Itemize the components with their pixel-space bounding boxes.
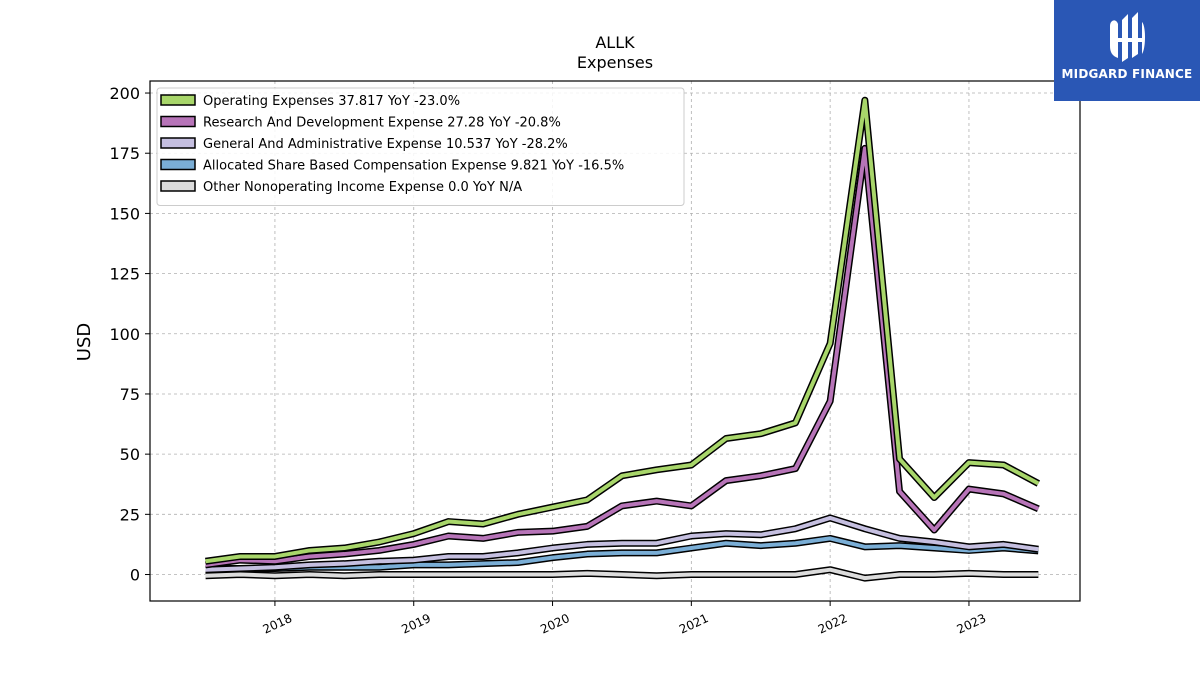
- y-tick-label: 175: [109, 144, 140, 163]
- legend-swatch: [160, 94, 196, 106]
- series-line: [205, 146, 1040, 567]
- series-line: [205, 567, 1039, 581]
- x-tick-label: 2021: [677, 611, 711, 637]
- y-tick-label: 125: [109, 265, 140, 284]
- series-line: [205, 515, 1039, 572]
- legend-entry: Operating Expenses 37.817 YoY -23.0%: [203, 94, 460, 109]
- x-tick-label: 2023: [955, 611, 989, 637]
- y-tick-label: 150: [109, 204, 140, 223]
- logo-mark-icon: [1110, 12, 1145, 62]
- legend-swatch: [160, 137, 196, 149]
- axes: 0 25 50 75 100 125 150 175 200 2018 2019 2020 2021 20…: [109, 80, 1081, 637]
- y-tick-label: 25: [120, 505, 140, 524]
- series-outline: [205, 144, 1040, 569]
- series-line: [205, 536, 1039, 571]
- series-layer: [205, 96, 1041, 582]
- series-line: [205, 98, 1040, 564]
- y-tick-label: 0: [130, 566, 140, 585]
- x-tick-label: 2019: [399, 611, 433, 637]
- y-tick-label: 50: [120, 445, 140, 464]
- legend-entry: Research And Development Expense 27.28 Y…: [203, 116, 561, 131]
- legend-entry: Allocated Share Based Compensation Expen…: [203, 159, 624, 174]
- midgard-finance-logo: MIDGARD FINANCE: [1054, 0, 1200, 101]
- legend-box: [156, 87, 685, 206]
- x-tick-label: 2020: [538, 611, 572, 637]
- y-axis-label: USD: [74, 323, 95, 361]
- y-tick-label: 75: [120, 385, 140, 404]
- legend-swatch: [160, 180, 196, 192]
- logo-text: MIDGARD FINANCE: [1061, 67, 1193, 81]
- legend-entry: General And Administrative Expense 10.53…: [203, 137, 568, 152]
- legend-swatch: [160, 115, 196, 128]
- x-tick-label: 2022: [816, 611, 850, 637]
- chart-subtitle: Expenses: [577, 53, 653, 72]
- plot-frame: [149, 80, 1081, 602]
- y-tick-label: 200: [109, 84, 140, 103]
- legend-swatch: [160, 158, 196, 171]
- chart-title: ALLK: [595, 33, 635, 52]
- y-tick-label: 100: [109, 325, 140, 344]
- legend: Operating Expenses 37.817 YoY -23.0% Rese…: [156, 87, 685, 206]
- legend-entry: Other Nonoperating Income Expense 0.0 Yo…: [203, 180, 522, 195]
- x-tick-label: 2018: [261, 611, 295, 637]
